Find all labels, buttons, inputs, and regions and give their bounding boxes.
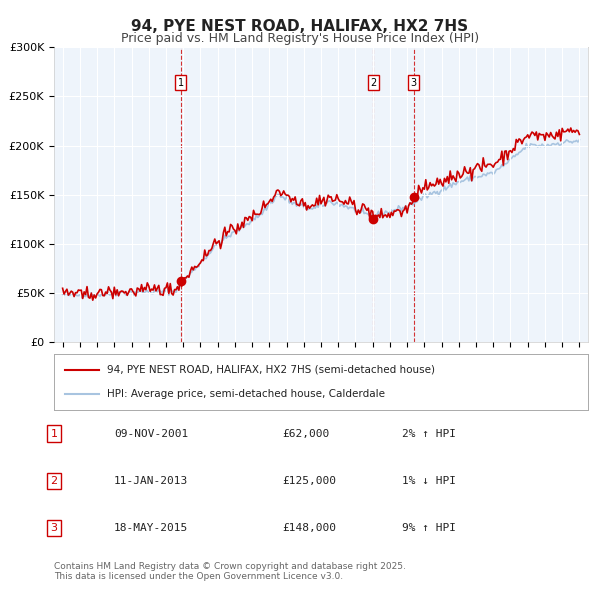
- Text: 3: 3: [50, 523, 58, 533]
- Text: 3: 3: [410, 78, 417, 87]
- Text: 9% ↑ HPI: 9% ↑ HPI: [402, 523, 456, 533]
- Text: 18-MAY-2015: 18-MAY-2015: [114, 523, 188, 533]
- Text: Contains HM Land Registry data © Crown copyright and database right 2025.
This d: Contains HM Land Registry data © Crown c…: [54, 562, 406, 581]
- Text: 2: 2: [50, 476, 58, 486]
- Text: 1: 1: [50, 429, 58, 438]
- Text: 94, PYE NEST ROAD, HALIFAX, HX2 7HS: 94, PYE NEST ROAD, HALIFAX, HX2 7HS: [131, 19, 469, 34]
- Text: 2: 2: [370, 78, 376, 87]
- Text: £148,000: £148,000: [282, 523, 336, 533]
- Text: £62,000: £62,000: [282, 429, 329, 438]
- Text: 11-JAN-2013: 11-JAN-2013: [114, 476, 188, 486]
- Text: HPI: Average price, semi-detached house, Calderdale: HPI: Average price, semi-detached house,…: [107, 389, 385, 399]
- Text: 1: 1: [178, 78, 184, 87]
- Text: 09-NOV-2001: 09-NOV-2001: [114, 429, 188, 438]
- Text: 94, PYE NEST ROAD, HALIFAX, HX2 7HS (semi-detached house): 94, PYE NEST ROAD, HALIFAX, HX2 7HS (sem…: [107, 365, 436, 375]
- Text: £125,000: £125,000: [282, 476, 336, 486]
- Text: 1% ↓ HPI: 1% ↓ HPI: [402, 476, 456, 486]
- Text: 2% ↑ HPI: 2% ↑ HPI: [402, 429, 456, 438]
- Text: Price paid vs. HM Land Registry's House Price Index (HPI): Price paid vs. HM Land Registry's House …: [121, 32, 479, 45]
